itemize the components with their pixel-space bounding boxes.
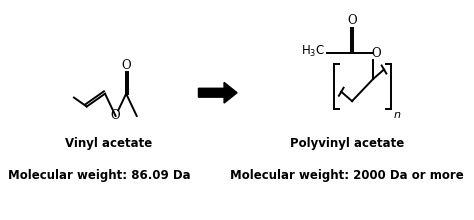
Text: O: O	[111, 109, 120, 123]
Text: Vinyl acetate: Vinyl acetate	[65, 137, 153, 150]
Text: Molecular weight: 2000 Da or more: Molecular weight: 2000 Da or more	[230, 169, 464, 182]
Text: Polyvinyl acetate: Polyvinyl acetate	[290, 137, 404, 150]
Text: H$_3$C: H$_3$C	[301, 44, 325, 59]
Text: O: O	[121, 59, 131, 72]
Text: n: n	[394, 110, 401, 119]
FancyArrow shape	[199, 82, 237, 103]
Text: Molecular weight: 86.09 Da: Molecular weight: 86.09 Da	[8, 169, 190, 182]
Text: O: O	[372, 47, 381, 60]
Text: O: O	[347, 14, 357, 27]
